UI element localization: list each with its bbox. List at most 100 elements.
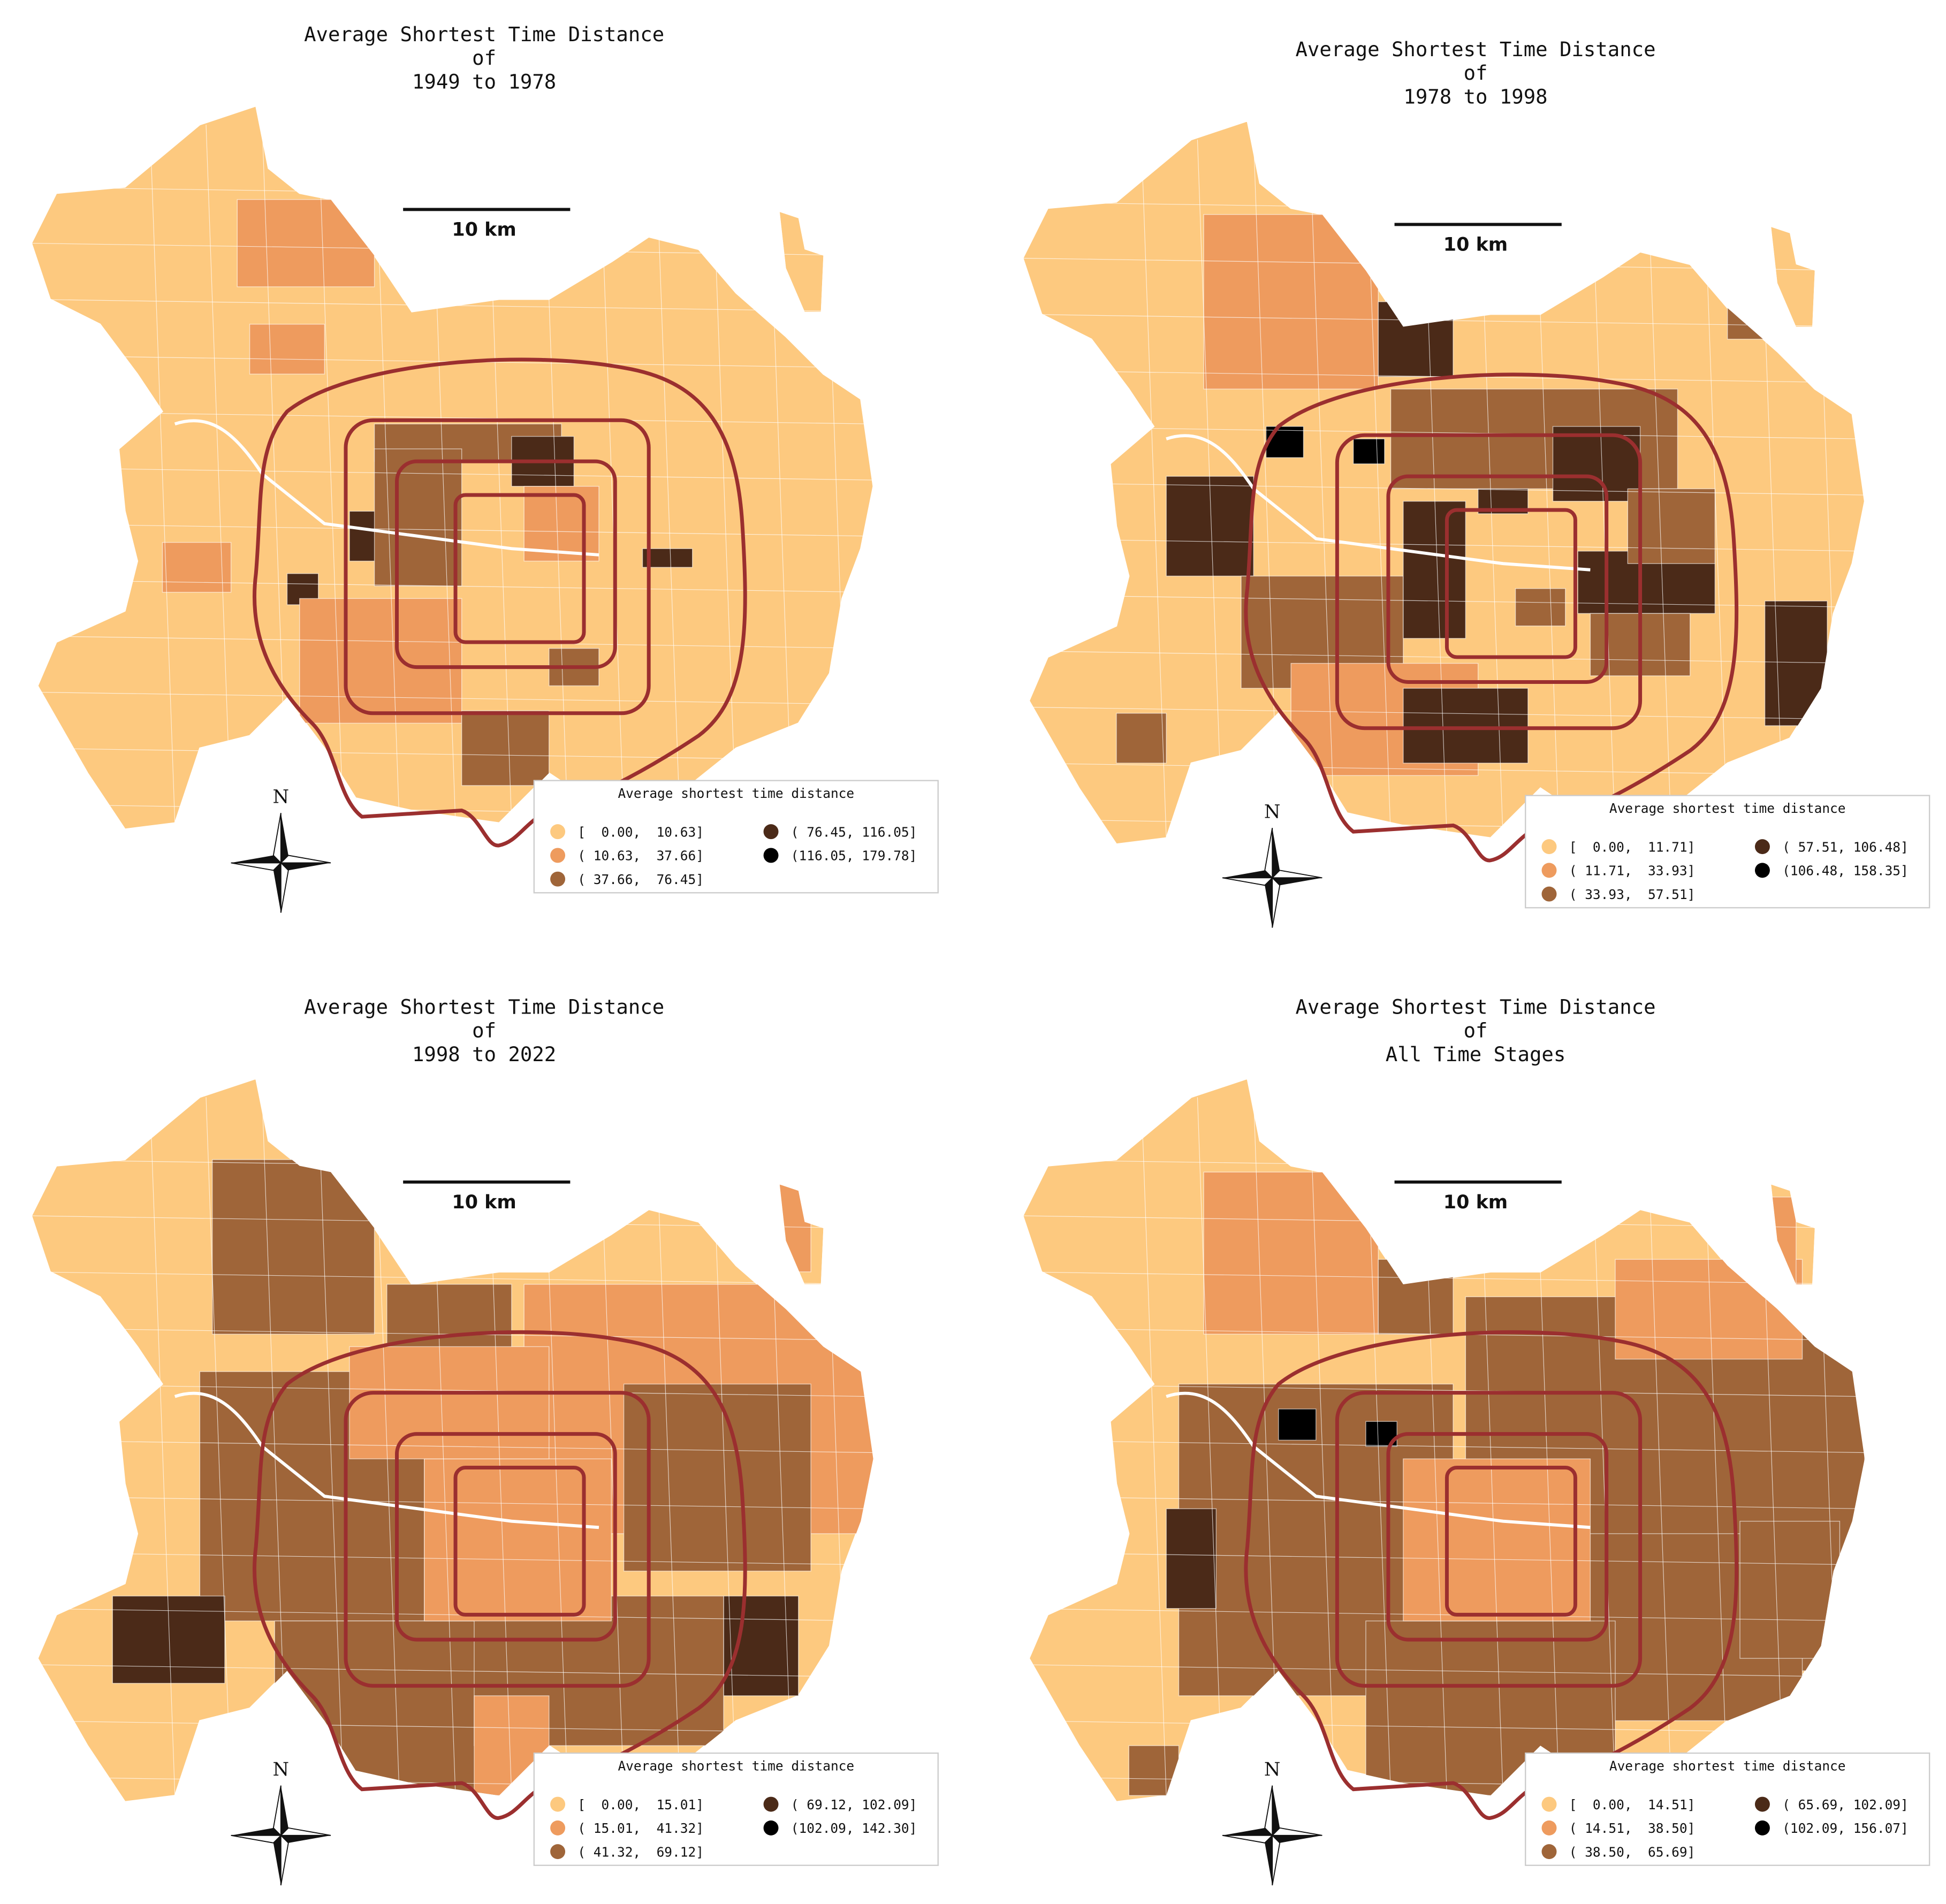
street — [1023, 1440, 1865, 1453]
street — [31, 1496, 873, 1509]
street — [655, 1097, 681, 1796]
legend-label: (102.09, 156.07] — [1782, 1821, 1909, 1836]
district-patch — [1378, 1259, 1454, 1335]
street — [31, 411, 873, 424]
district-patch — [237, 199, 375, 287]
legend-swatch — [1541, 886, 1557, 902]
district-patch — [162, 542, 232, 593]
district-area — [779, 212, 824, 312]
legend-label: [ 0.00, 15.01] — [577, 1797, 704, 1812]
street — [31, 1664, 873, 1678]
map-title: Average Shortest Time Distance — [1295, 995, 1655, 1018]
street — [318, 124, 344, 823]
legend-swatch — [1754, 863, 1770, 878]
district-patch — [1278, 1408, 1317, 1441]
legend-swatch — [1754, 839, 1770, 855]
legend-title: Average shortest time distance — [618, 1758, 854, 1774]
street — [149, 124, 176, 823]
street — [1646, 1097, 1672, 1796]
street — [206, 124, 232, 823]
street — [1023, 1552, 1865, 1565]
legend-label: (102.09, 142.30] — [791, 1821, 917, 1836]
street — [1023, 706, 1865, 720]
legend-label: ( 41.32, 69.12] — [577, 1844, 704, 1860]
north-label: N — [273, 787, 290, 808]
street — [1023, 1383, 1865, 1397]
district-patch — [1403, 688, 1529, 764]
legend-box — [533, 1752, 939, 1866]
map-title: 1978 to 1998 — [1403, 85, 1547, 108]
district-patch — [1128, 1745, 1180, 1796]
street — [31, 1552, 873, 1565]
legend-label: ( 15.01, 41.32] — [577, 1821, 704, 1836]
district-patch — [211, 1159, 375, 1335]
district-patch — [1403, 500, 1466, 639]
legend-swatch — [1541, 839, 1557, 855]
legend-box — [533, 780, 939, 894]
district-patch — [1203, 1171, 1379, 1335]
district-patch — [274, 1620, 500, 1802]
district-patch — [112, 1595, 225, 1684]
street — [31, 691, 873, 705]
street — [31, 523, 873, 537]
scale-bar-label: 10 km — [1443, 1192, 1508, 1213]
legend-swatch — [1754, 1796, 1770, 1812]
district-patch — [1627, 488, 1716, 564]
district-patch — [1764, 1197, 1797, 1297]
map-title: of — [472, 46, 496, 70]
scale-bar-label: 10 km — [452, 219, 516, 240]
legend-swatch — [550, 848, 566, 863]
legend-label: ( 69.12, 102.09] — [791, 1797, 917, 1812]
district-patch — [1378, 301, 1454, 377]
street — [1023, 594, 1865, 608]
street — [1309, 1097, 1335, 1796]
street — [1309, 139, 1335, 838]
street — [1023, 426, 1865, 439]
district-patch — [1764, 600, 1828, 726]
ring-road — [453, 1465, 586, 1617]
map-title: Average Shortest Time Distance — [1295, 37, 1655, 61]
legend-swatch — [763, 824, 779, 840]
north-label: N — [273, 1759, 290, 1780]
legend-label: ( 38.50, 65.69] — [1569, 1844, 1696, 1860]
district-patch — [623, 1383, 811, 1572]
legend-swatch — [1541, 1820, 1557, 1836]
map-title: All Time Stages — [1386, 1042, 1566, 1066]
legend-label: ( 65.69, 102.09] — [1782, 1797, 1909, 1812]
legend-swatch — [550, 824, 566, 840]
district-patch — [523, 486, 599, 562]
street — [31, 1608, 873, 1621]
district-patch — [1515, 588, 1566, 627]
street — [1023, 1664, 1865, 1678]
ring-road — [395, 459, 617, 669]
district-patch — [374, 448, 462, 587]
district-patch — [299, 598, 462, 724]
legend-swatch — [1541, 1796, 1557, 1812]
north-arrow — [1222, 1785, 1322, 1886]
map-title: of — [472, 1019, 496, 1042]
legend-label: ( 33.93, 57.51] — [1569, 887, 1696, 902]
district-area — [1771, 227, 1815, 327]
ring-road — [1445, 508, 1577, 659]
street — [1197, 139, 1223, 838]
legend-label: ( 14.51, 38.50] — [1569, 1821, 1696, 1836]
legend-swatch — [550, 1796, 566, 1812]
legend-title: Average shortest time distance — [1609, 801, 1846, 816]
legend-title: Average shortest time distance — [618, 786, 854, 801]
street — [31, 635, 873, 649]
legend-label: ( 76.45, 116.05] — [791, 824, 917, 840]
ring-road — [395, 1432, 617, 1642]
street — [1023, 1608, 1865, 1621]
street — [1141, 1097, 1167, 1796]
street — [1023, 538, 1865, 552]
district-patch — [773, 1184, 811, 1273]
legend-swatch — [763, 848, 779, 863]
map-title: of — [1464, 1019, 1488, 1042]
map-title: 1998 to 2022 — [412, 1042, 556, 1066]
map-title: 1949 to 1978 — [412, 70, 556, 93]
district-patch — [249, 324, 325, 375]
